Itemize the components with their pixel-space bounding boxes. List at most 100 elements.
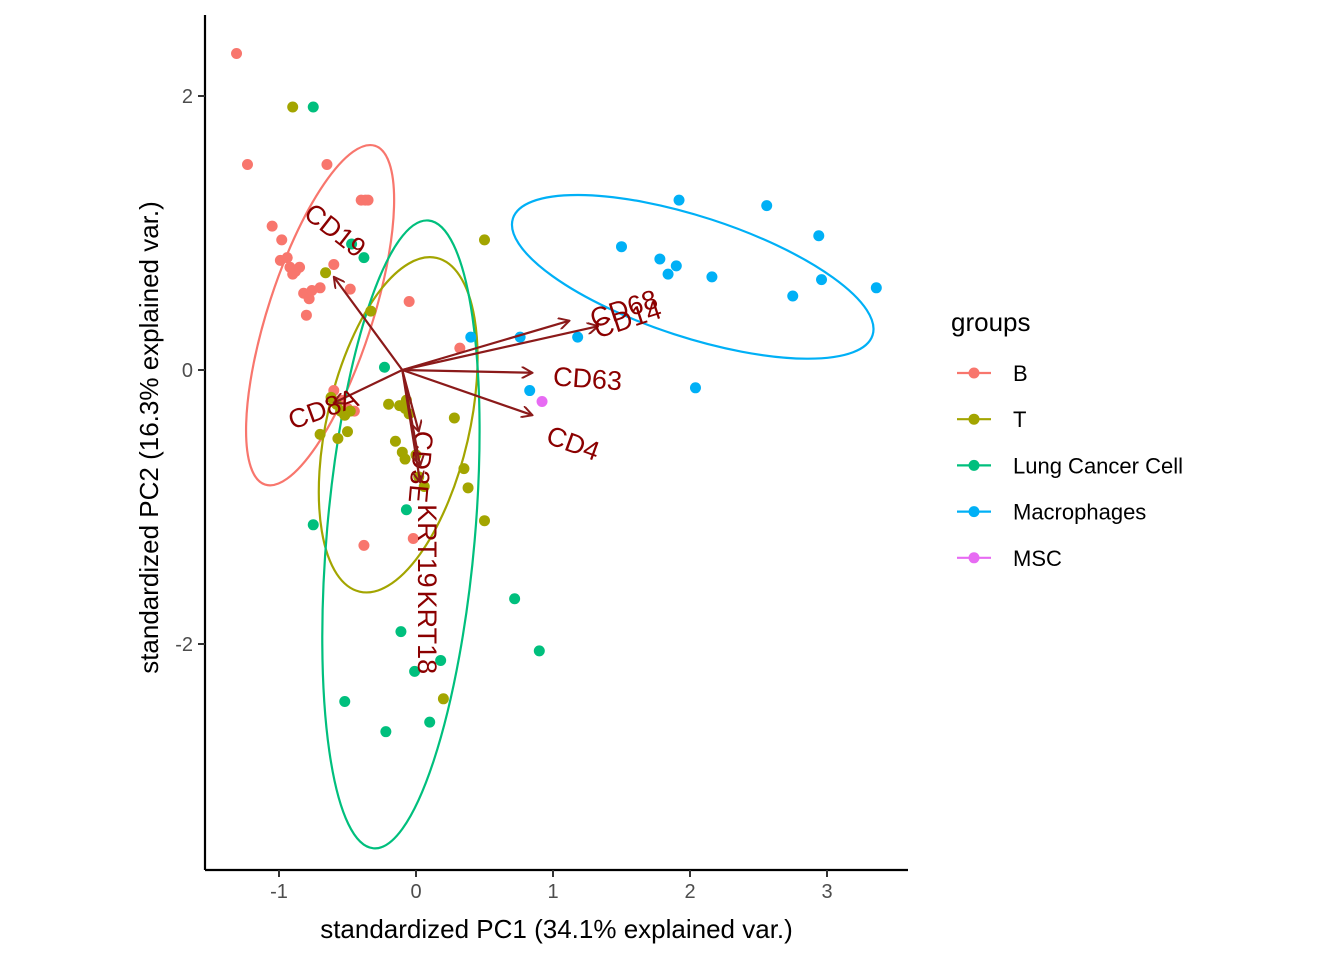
point-t — [365, 305, 377, 317]
point-macrophages — [816, 274, 828, 286]
loading-arrow-cd14 — [402, 326, 598, 372]
point-b — [281, 252, 293, 264]
point-t — [462, 482, 474, 494]
point-macrophages — [761, 200, 773, 212]
legend-key-point — [968, 506, 980, 518]
point-b — [294, 261, 306, 273]
point-b — [276, 234, 288, 246]
loading-arrow-cd19 — [334, 277, 404, 371]
point-b — [403, 296, 415, 307]
ellipse-macrophages — [510, 193, 875, 360]
point-t — [383, 398, 395, 410]
point-macrophages — [813, 230, 825, 242]
point-t — [458, 463, 470, 475]
legend-item-t: T — [957, 407, 1026, 432]
point-b — [344, 283, 356, 295]
point-macrophages — [654, 253, 666, 265]
y-axis-title: standardized PC2 (16.3% explained var.) — [134, 201, 164, 674]
point-macrophages — [572, 331, 584, 343]
legend: groups BT Lung Cancer Cell Macrophages MSC — [951, 307, 1183, 571]
loading-arrow-cd4 — [401, 368, 532, 415]
legend-key-point — [968, 367, 980, 379]
point-t — [344, 405, 356, 417]
point-t — [399, 453, 411, 465]
loading-arrow-cd68 — [401, 321, 569, 372]
legend-label: Macrophages — [1013, 500, 1146, 525]
loading-label-cd19: CD19 — [299, 197, 372, 263]
point-b — [241, 159, 253, 170]
point-macrophages — [616, 241, 627, 253]
point-lung-cancer-cell — [307, 101, 319, 113]
point-lung-cancer-cell — [400, 504, 412, 516]
loading-label-cd63: CD63 — [552, 361, 623, 396]
point-t — [437, 693, 449, 705]
loading-label-cd3e: CD3E — [403, 430, 439, 504]
point-t — [448, 412, 460, 424]
point-lung-cancer-cell — [435, 654, 447, 666]
legend-label: Lung Cancer Cell — [1013, 453, 1183, 478]
loading-label-krt19: KRT19 — [412, 504, 442, 588]
point-b — [407, 533, 419, 545]
point-lung-cancer-cell — [395, 626, 407, 638]
point-lung-cancer-cell — [346, 238, 358, 250]
legend-item-macrophages: Macrophages — [957, 500, 1146, 525]
point-lung-cancer-cell — [380, 726, 392, 738]
point-lung-cancer-cell — [358, 252, 370, 264]
point-b — [358, 539, 370, 551]
loading-label-cd4: CD4 — [543, 420, 604, 467]
loading-arrow-cd63 — [402, 370, 532, 373]
legend-item-msc: MSC — [957, 546, 1062, 571]
ellipse-t — [317, 256, 479, 594]
point-lung-cancer-cell — [307, 519, 319, 531]
y-tick-label: 2 — [182, 86, 193, 108]
x-tick-label: 3 — [821, 881, 832, 903]
point-t — [389, 435, 401, 447]
point-t — [479, 515, 490, 527]
legend-label: B — [1013, 361, 1028, 386]
axes: -1 0 1 2 3 -2 0 2 standardized PC1 (34.1% explai… — [134, 15, 908, 944]
point-lung-cancer-cell — [509, 593, 521, 605]
point-b — [266, 220, 278, 232]
legend-label: T — [1013, 407, 1026, 432]
point-b — [287, 268, 299, 280]
x-tick-label: 1 — [547, 881, 558, 903]
point-t — [479, 234, 490, 246]
point-t — [287, 101, 299, 113]
point-macrophages — [787, 290, 799, 302]
legend-item-b: B — [957, 361, 1028, 386]
point-b — [454, 342, 466, 354]
legend-key-point — [968, 413, 980, 425]
y-tick-label: -2 — [175, 634, 193, 656]
loading-arrow-cd8a — [334, 369, 403, 403]
ellipse-b — [244, 143, 396, 487]
series-macrophages — [465, 194, 882, 397]
series-lung-cancer-cell — [307, 101, 545, 738]
loading-label-krt18: KRT18 — [412, 591, 442, 675]
point-lung-cancer-cell — [533, 645, 545, 657]
ellipse-lung-cancer-cell — [321, 219, 481, 850]
point-macrophages — [465, 331, 477, 343]
point-macrophages — [662, 268, 674, 280]
x-tick-label: 2 — [684, 881, 695, 903]
point-b — [362, 194, 374, 206]
legend-key-point — [968, 459, 980, 471]
x-tick-label: -1 — [270, 881, 288, 903]
point-b — [314, 282, 326, 294]
point-macrophages — [706, 271, 718, 283]
point-b — [321, 159, 333, 170]
point-macrophages — [524, 385, 536, 397]
loading-arrow-krt18 — [401, 369, 420, 482]
point-macrophages — [670, 260, 682, 272]
point-t — [332, 433, 344, 444]
y-tick-label: 0 — [182, 360, 193, 382]
legend-item-lung-cancer-cell: Lung Cancer Cell — [957, 453, 1183, 478]
x-axis-title: standardized PC1 (34.1% explained var.) — [320, 914, 793, 944]
point-lung-cancer-cell — [378, 361, 390, 373]
point-b — [300, 309, 312, 321]
point-b — [231, 48, 243, 60]
legend-title: groups — [951, 307, 1031, 337]
x-tick-label: 0 — [410, 881, 421, 903]
legend-label: MSC — [1013, 546, 1062, 571]
legend-key-point — [968, 552, 980, 564]
